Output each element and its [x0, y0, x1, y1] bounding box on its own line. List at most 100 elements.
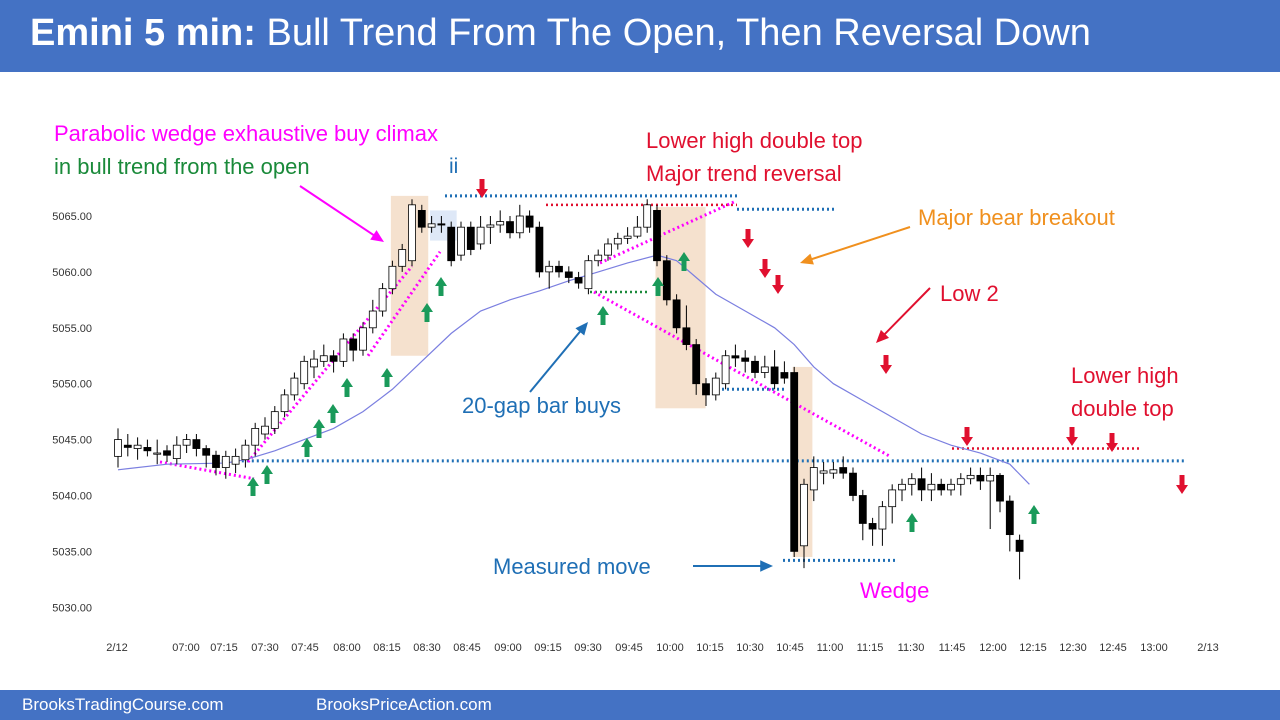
sell-signal-arrow — [742, 229, 754, 248]
gap-bar-pointer-head — [575, 322, 588, 336]
bull-candle — [114, 439, 122, 457]
bull-candle — [888, 489, 897, 508]
bear-candle — [996, 474, 1004, 502]
wedge-upper-line — [366, 250, 442, 357]
bull-candle — [378, 288, 387, 312]
title-bold: Emini 5 min: — [30, 12, 256, 54]
buy-signal-arrow — [652, 277, 664, 296]
bull-candle — [898, 483, 906, 491]
bull-candle — [398, 249, 407, 267]
bull-candle — [388, 265, 397, 290]
gap-bar-label: 20-gap bar buys — [462, 393, 621, 418]
low2-pointer-head — [876, 329, 890, 343]
wedge-label: Wedge — [860, 578, 930, 603]
bull-candle — [927, 483, 936, 491]
wedge-channel-line — [246, 265, 414, 463]
parabolic-label-2: in bull trend from the open — [54, 154, 310, 179]
sell-signal-arrow — [961, 427, 973, 446]
x-tick-label: 2/13 — [1197, 642, 1218, 654]
bull-candle — [966, 474, 975, 480]
bull-candle — [319, 355, 328, 362]
buy-signal-arrow — [421, 303, 433, 322]
bull-candle — [427, 223, 436, 228]
bear-candle — [682, 327, 691, 345]
bear-candle — [976, 474, 985, 482]
parabolic-label-1: Parabolic wedge exhaustive buy climax — [54, 121, 438, 146]
buy-signal-arrow — [906, 513, 918, 532]
bear-candle — [849, 472, 857, 496]
bull-candle — [182, 439, 191, 446]
lower-high-label-1: Lower high double top — [646, 128, 863, 153]
descending-wedge-line — [593, 290, 891, 458]
bull-candle — [907, 478, 916, 485]
bull-candle — [251, 428, 260, 446]
parabolic-pointer-head — [370, 230, 384, 242]
bull-candle — [956, 478, 965, 485]
x-tick-label: 08:30 — [413, 642, 441, 654]
buy-signal-arrow — [381, 368, 393, 387]
buy-signal-arrow — [678, 252, 690, 271]
y-tick-label: 5030.00 — [52, 602, 92, 614]
x-tick-label: 08:15 — [373, 642, 401, 654]
bear-candle — [564, 271, 573, 278]
bear-candle — [692, 344, 701, 385]
buy-signal-arrow — [261, 465, 273, 484]
bear-candle — [535, 226, 544, 273]
x-tick-label: 10:30 — [736, 642, 764, 654]
x-tick-label: 11:30 — [898, 642, 925, 654]
x-tick-label: 11:00 — [817, 642, 844, 654]
bear-candle — [672, 299, 681, 329]
footer-link-trading-course[interactable]: BrooksTradingCourse.com — [22, 695, 224, 714]
bull-candle — [359, 327, 367, 351]
bull-candle — [231, 455, 240, 465]
buy-signal-arrow — [313, 419, 325, 438]
buy-signal-arrow — [341, 378, 353, 397]
ema-line — [117, 254, 1030, 485]
lower-high-dt-label-2: double top — [1071, 396, 1174, 421]
sell-signal-arrow — [1066, 427, 1078, 446]
bull-candle — [280, 394, 289, 413]
x-tick-label: 10:15 — [696, 642, 724, 654]
bull-candle — [172, 444, 181, 460]
footer-bar: BrooksTradingCourse.com BrooksPriceActio… — [0, 690, 1280, 720]
low2-label: Low 2 — [940, 281, 999, 306]
footer-link-price-action[interactable]: BrooksPriceAction.com — [316, 695, 492, 714]
ii-label: ii — [449, 155, 459, 178]
x-tick-label: 10:45 — [776, 642, 804, 654]
bull-candle — [290, 377, 299, 396]
bear-candle — [662, 260, 671, 301]
bear-candle — [751, 360, 759, 373]
bull-candle — [800, 483, 808, 547]
x-tick-label: 07:30 — [251, 642, 279, 654]
gap-bar-pointer-shaft — [529, 327, 584, 393]
sell-signal-arrow — [880, 355, 892, 374]
bull-candle — [986, 474, 995, 482]
bull-candle — [819, 470, 828, 474]
buy-signal-arrow — [247, 477, 259, 496]
bear-candle — [1005, 500, 1014, 536]
bear-breakout-pointer-shaft — [807, 226, 911, 262]
bear-candle — [192, 439, 201, 449]
y-tick-label: 5060.00 — [52, 267, 92, 279]
bull-candle — [496, 221, 505, 226]
bull-candle — [486, 224, 495, 228]
x-tick-label: 09:00 — [494, 642, 522, 654]
bear-candle — [506, 221, 514, 234]
x-tick-label: 07:45 — [291, 642, 319, 654]
measured-move-label: Measured move — [493, 554, 651, 579]
bear-candle — [741, 357, 750, 362]
y-tick-label: 5035.00 — [52, 546, 92, 558]
bull-candle — [594, 254, 603, 262]
x-tick-label: 10:00 — [656, 642, 684, 654]
x-tick-label: 07:15 — [210, 642, 238, 654]
bear-candle — [123, 444, 132, 448]
sell-signal-arrow — [772, 275, 784, 294]
title-rest: Bull Trend From The Open, Then Reversal … — [266, 12, 1091, 54]
x-tick-label: 09:30 — [574, 642, 602, 654]
bear-candle — [1015, 539, 1024, 552]
bear-candle — [937, 483, 946, 491]
x-tick-label: 09:15 — [534, 642, 562, 654]
buy-signal-arrow — [327, 404, 339, 423]
y-tick-label: 5045.00 — [52, 435, 92, 447]
bear-candle — [702, 383, 710, 396]
